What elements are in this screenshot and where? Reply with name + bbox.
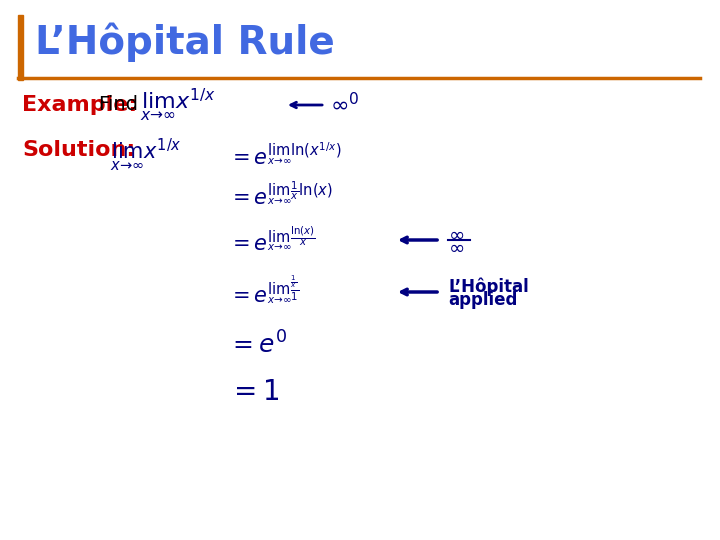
- Text: $= 1$: $= 1$: [228, 378, 279, 406]
- Text: L’Hôpital: L’Hôpital: [448, 278, 528, 296]
- Text: $\infty^0$: $\infty^0$: [330, 95, 359, 115]
- Text: $= e^{\lim_{x \to \infty} \frac{1}{x} \ln(x)}$: $= e^{\lim_{x \to \infty} \frac{1}{x} \l…: [228, 181, 333, 209]
- Text: $= e^{\lim_{x \to \infty} \ln(x^{1/x})}$: $= e^{\lim_{x \to \infty} \ln(x^{1/x})}$: [228, 141, 342, 168]
- Text: $\lim_{x \to \infty} x^{1/x}$: $\lim_{x \to \infty} x^{1/x}$: [110, 136, 181, 174]
- Text: applied: applied: [448, 291, 518, 309]
- Text: L’Hôpital Rule: L’Hôpital Rule: [35, 22, 335, 62]
- Text: $= e^0$: $= e^0$: [228, 332, 287, 359]
- Text: Solution:: Solution:: [22, 140, 135, 160]
- Text: Find: Find: [98, 96, 138, 114]
- Text: Example:: Example:: [22, 95, 138, 115]
- Bar: [18, 15, 23, 80]
- Text: $\infty$: $\infty$: [448, 238, 464, 256]
- Text: $\lim_{x \to \infty} x^{1/x}$: $\lim_{x \to \infty} x^{1/x}$: [140, 86, 216, 124]
- Text: $\infty$: $\infty$: [448, 225, 464, 244]
- Text: $= e^{\lim_{x \to \infty} \frac{\frac{1}{x}}{1}}$: $= e^{\lim_{x \to \infty} \frac{\frac{1}…: [228, 276, 299, 308]
- Text: $= e^{\lim_{x \to \infty} \frac{\ln(x)}{x}}$: $= e^{\lim_{x \to \infty} \frac{\ln(x)}{…: [228, 226, 316, 254]
